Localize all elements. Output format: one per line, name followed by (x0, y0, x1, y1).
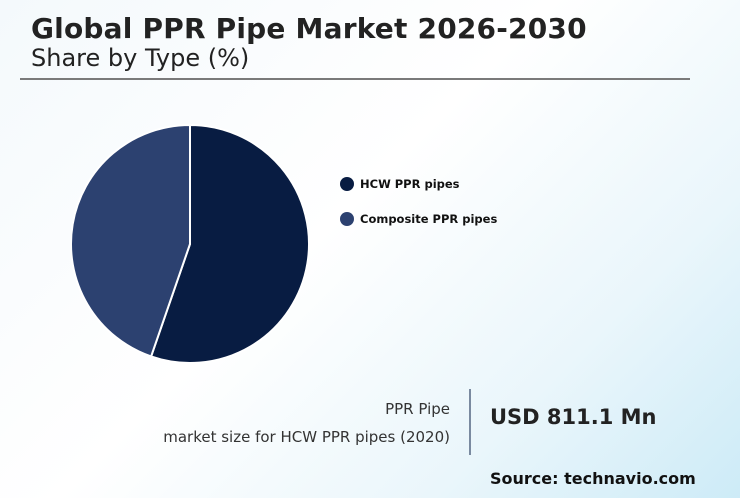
legend-dot-icon (340, 212, 354, 226)
legend: HCW PPR pipes Composite PPR pipes (340, 175, 497, 245)
stat-label-line1: PPR Pipe (385, 400, 450, 418)
legend-item-hcw: HCW PPR pipes (340, 175, 497, 193)
chart-title: Global PPR Pipe Market 2026-2030 (31, 12, 587, 45)
legend-dot-icon (340, 177, 354, 191)
header-divider (20, 78, 690, 80)
pie-slice-composite-ppr-pipes (70, 123, 191, 358)
stat-divider (469, 389, 471, 455)
pie-chart (70, 123, 310, 364)
stat-label-line2: market size for HCW PPR pipes (2020) (163, 428, 450, 446)
legend-item-composite: Composite PPR pipes (340, 210, 497, 228)
legend-label: HCW PPR pipes (360, 177, 460, 191)
legend-label: Composite PPR pipes (360, 212, 498, 226)
chart-subtitle: Share by Type (%) (31, 44, 250, 72)
stat-value: USD 811.1 Mn (490, 405, 657, 429)
source-credit: Source: technavio.com (490, 469, 696, 488)
